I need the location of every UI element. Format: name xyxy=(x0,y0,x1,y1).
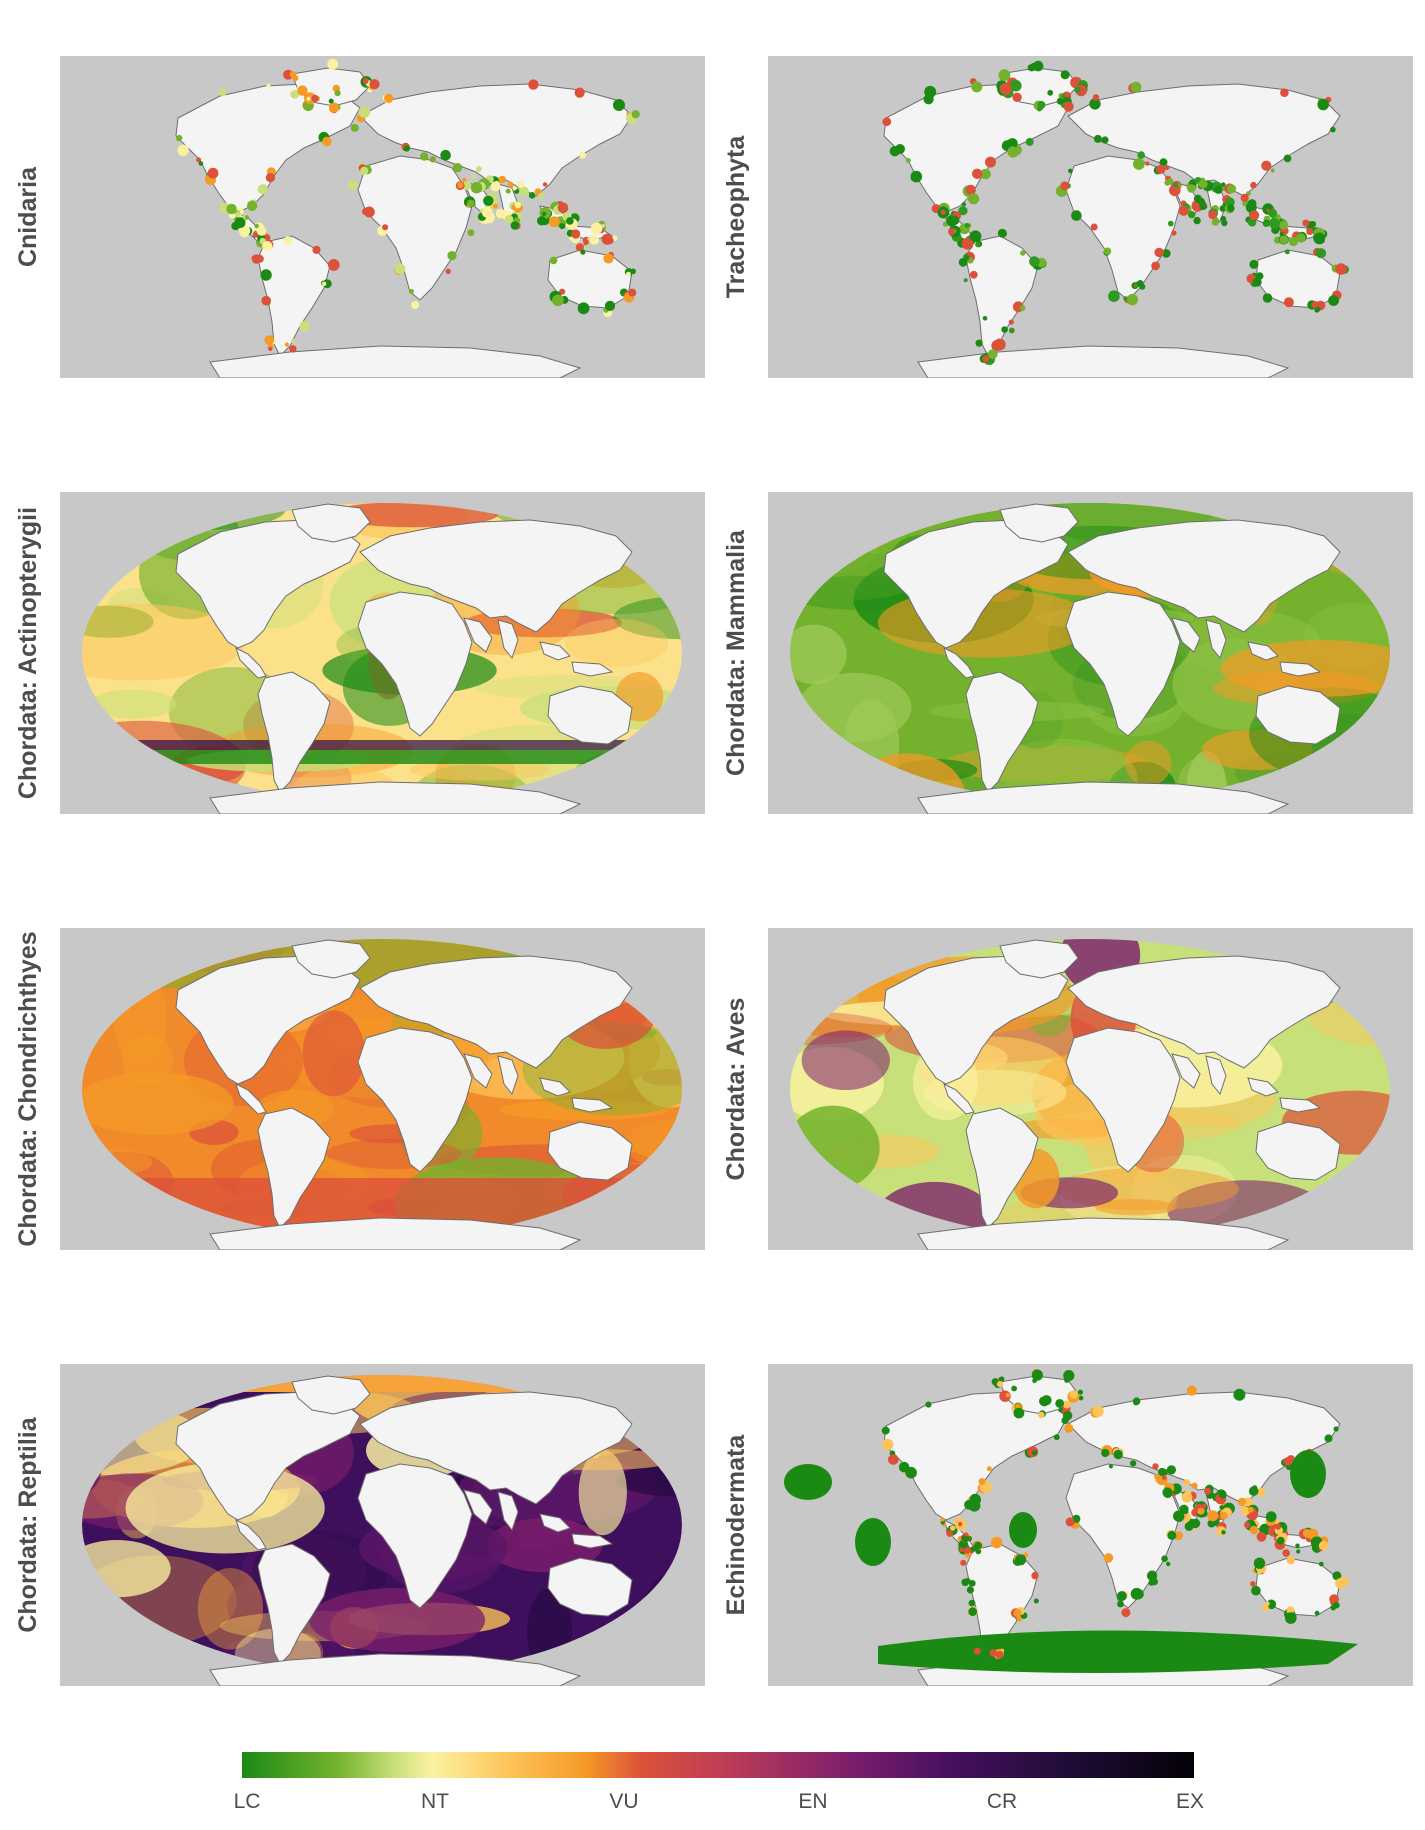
range-ellipse xyxy=(784,1464,832,1500)
panel-label: Chordata: Mammalia xyxy=(722,530,750,776)
range-ellipse xyxy=(1009,1512,1037,1548)
map-panel-cnidaria xyxy=(60,56,705,378)
occurrence-points xyxy=(881,1368,1349,1665)
range-ellipse xyxy=(1290,1450,1326,1498)
map-panel-chordata-actinopterygii xyxy=(60,492,705,814)
panel-label: Chordata: Chondrichthyes xyxy=(14,931,42,1247)
world-map xyxy=(784,1368,1358,1686)
legend-label-en: EN xyxy=(798,1790,828,1813)
panel-label: Tracheophyta xyxy=(722,135,750,299)
map-panel-chordata-reptilia xyxy=(60,1364,705,1686)
range-ellipse xyxy=(855,1518,891,1566)
panel-label: Chordata: Actinopterygii xyxy=(14,506,42,800)
legend-label-ex: EX xyxy=(1175,1790,1204,1813)
land-layer xyxy=(175,503,633,814)
legend-label-vu: VU xyxy=(609,1790,639,1813)
map-panel-chordata-chondrichthyes xyxy=(60,928,705,1250)
legend-label-lc: LC xyxy=(233,1790,261,1813)
land-layer xyxy=(175,67,633,378)
land-layer xyxy=(175,1375,633,1686)
legend-colorbar xyxy=(242,1752,1194,1778)
land-layer xyxy=(883,939,1341,1250)
land-layer xyxy=(883,67,1341,378)
panel-label: Chordata: Reptilia xyxy=(14,1417,42,1633)
panel-label: Chordata: Aves xyxy=(722,997,750,1181)
map-panel-tracheophyta xyxy=(768,56,1413,378)
legend-label-cr: CR xyxy=(986,1790,1018,1813)
southern-ocean-occurrence xyxy=(878,1630,1358,1673)
world-map xyxy=(82,1375,682,1686)
panel-label: Echinodermata xyxy=(722,1434,750,1616)
world-map xyxy=(175,58,640,378)
world-map xyxy=(82,939,682,1250)
occurrence-points xyxy=(882,60,1349,365)
world-map xyxy=(790,503,1390,814)
map-panel-chordata-aves xyxy=(768,928,1413,1250)
map-panel-echinodermata xyxy=(768,1364,1413,1686)
world-map xyxy=(790,939,1390,1250)
land-layer xyxy=(175,939,633,1250)
world-map xyxy=(82,503,682,814)
legend-label-nt: NT xyxy=(421,1790,449,1813)
occurrence-points xyxy=(176,58,640,353)
world-map xyxy=(882,60,1349,378)
map-panel-chordata-mammalia xyxy=(768,492,1413,814)
land-layer xyxy=(883,503,1341,814)
panel-label: Cnidaria xyxy=(14,166,42,268)
